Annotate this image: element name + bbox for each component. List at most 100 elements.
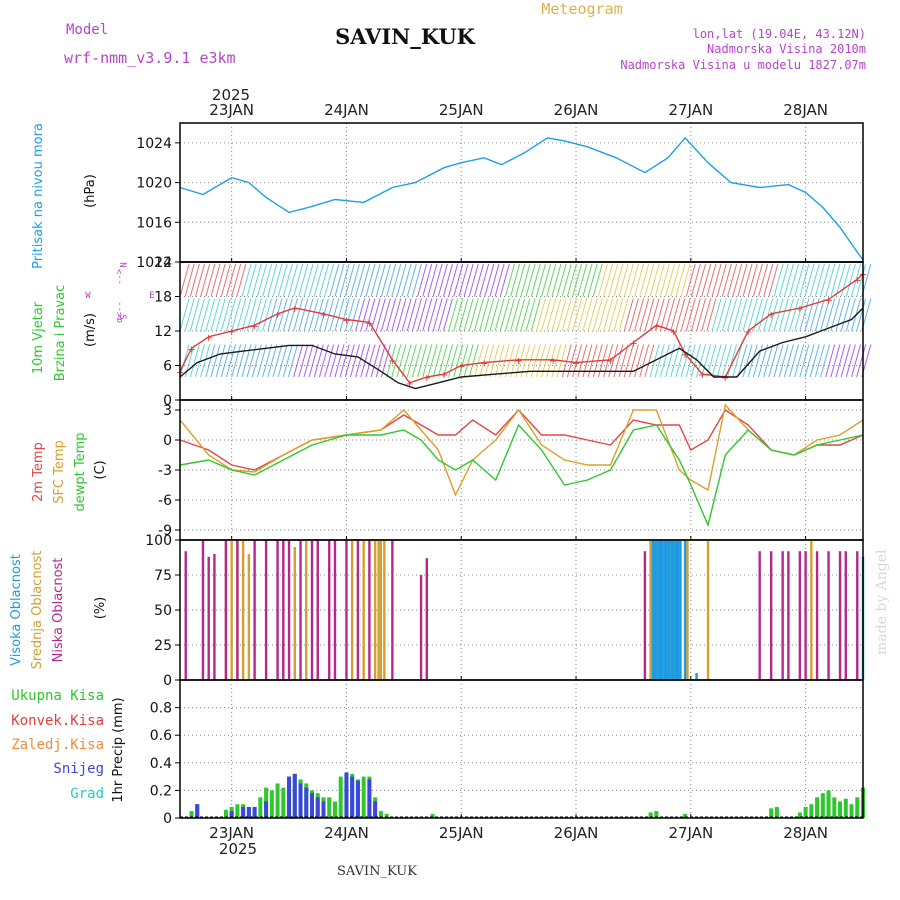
snijeg-bar (264, 801, 269, 818)
wind-barb (711, 298, 722, 332)
wind-speed-marker: + (669, 327, 677, 338)
cloud-low-label: Niska Oblacnost (51, 558, 66, 663)
wind-barb (257, 263, 267, 297)
precip-panel: 0 0.2 0.4 0.6 0.8 (150, 679, 865, 827)
ukupna-kisa-bar (258, 797, 263, 818)
wind-barb (763, 263, 774, 297)
wind-barb (566, 263, 577, 297)
bottom-day-label: 24JAN (324, 824, 369, 842)
wind-speed-marker: + (291, 304, 299, 315)
wind-speed-marker: + (652, 321, 660, 332)
wind-barb (582, 298, 593, 332)
wind-barb (406, 263, 417, 297)
wind-barb (375, 298, 386, 332)
wind-barb (840, 344, 851, 378)
cloud-labels: Visoka Oblacnost Srednja Oblacnost Niska… (9, 551, 108, 670)
wind-barb (370, 298, 381, 332)
wind-barb (835, 298, 846, 332)
wind-speed-marker: + (273, 310, 281, 321)
wind-barb (613, 263, 624, 297)
wind-barb (690, 298, 701, 332)
dewpt-label: dewpt Temp (73, 432, 88, 511)
bottom-day-label: 26JAN (554, 824, 599, 842)
wind-barb (716, 298, 727, 332)
precip-labels: Ukupna Kisa Konvek.Kisa Zaledj.Kisa Snij… (11, 688, 126, 803)
wind-barb (432, 344, 443, 378)
snijeg-bar (292, 773, 297, 818)
wind-barb (778, 298, 789, 332)
wind-barb (830, 298, 841, 332)
wind-tick-label: 6 (163, 359, 172, 375)
wind-barb (577, 298, 588, 332)
wind-barb (541, 263, 552, 297)
wind-barb (794, 263, 805, 297)
wind-legend-s: S (117, 314, 127, 319)
wind-barb (442, 344, 453, 378)
wind-barb (690, 344, 701, 378)
precip-tick-label: 0.4 (150, 756, 172, 772)
wind-barb (313, 344, 324, 378)
wind-barb (778, 263, 789, 297)
niska-oblacnost-bar (856, 551, 859, 680)
wind-barb (572, 298, 583, 332)
wind-barb (608, 263, 619, 297)
srednja-oblacnost-bar (362, 540, 365, 680)
wind-speed-marker: + (796, 304, 804, 315)
niska-oblacnost-bar (815, 551, 819, 680)
ukupna-kisa-bar (648, 812, 653, 818)
ukupna-kisa-bar (855, 797, 860, 818)
visoka-oblacnost-bar (667, 540, 671, 680)
wind-barb (215, 263, 226, 297)
wind-barb (303, 263, 314, 297)
ukupna-kisa-bar (815, 797, 820, 818)
wind-barb (737, 298, 748, 332)
bottom-day-label: 25JAN (439, 824, 484, 842)
wind-barb (329, 344, 340, 378)
top-day-labels: 23JAN 24JAN 25JAN 26JAN 27JAN 28JAN (209, 101, 828, 119)
wind-barb (804, 344, 815, 378)
wind-barb (758, 298, 769, 332)
wind-barb (737, 263, 748, 297)
wind-speed-marker: + (342, 316, 350, 327)
precip-tick-label: 0.6 (150, 728, 172, 744)
wind-barb (721, 344, 732, 378)
wind-barb (349, 344, 360, 378)
wind-barb (592, 298, 603, 332)
wind-barb (685, 263, 696, 297)
wind-barb (318, 298, 329, 332)
visoka-oblacnost-bar (663, 540, 666, 680)
wind-barb (592, 263, 603, 297)
wind-barb (200, 263, 211, 297)
wind-barb (623, 298, 634, 332)
niska-oblacnost-bar (827, 551, 830, 680)
wind-barb (226, 298, 236, 332)
top-day-label: 24JAN (324, 101, 369, 119)
wind-barb (479, 298, 490, 332)
wind-speed-marker: + (365, 318, 373, 329)
wind-barb (422, 263, 433, 297)
wind-barb (814, 263, 825, 297)
srednja-oblacnost-bar (383, 540, 386, 680)
niska-oblacnost-bar (224, 540, 228, 680)
niska-oblacnost-bar (391, 540, 394, 680)
wind-barb (820, 344, 831, 378)
wind-barb (484, 263, 495, 297)
wind-barb (706, 263, 717, 297)
wind-barb (195, 298, 205, 332)
niska-oblacnost-bar (282, 540, 285, 680)
wind-barb (417, 298, 428, 332)
niska-oblacnost-bar (213, 554, 216, 680)
wind-barb (825, 263, 836, 297)
wind-barb (220, 263, 231, 297)
wind-barb (277, 298, 288, 332)
wind-speed-marker: + (480, 359, 488, 370)
product-title: Meteogram (541, 0, 622, 18)
wind-barb (251, 344, 262, 378)
wind-barb (535, 263, 546, 297)
wind-barb (205, 263, 216, 297)
precip-tick-label: 0.8 (150, 701, 172, 717)
wind-barb (783, 263, 794, 297)
snow-label: Snijeg (53, 761, 104, 777)
wind-barb (267, 298, 278, 332)
ukupna-kisa-bar (189, 811, 194, 818)
